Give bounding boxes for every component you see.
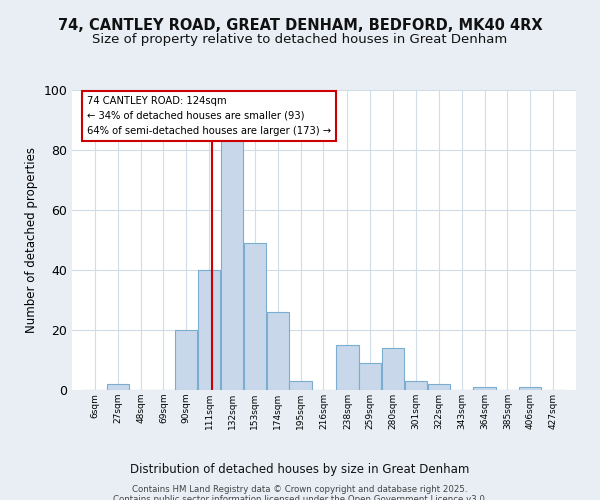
Bar [198, 270, 220, 390]
Bar [382, 348, 404, 390]
Bar [107, 384, 129, 390]
Bar [244, 243, 266, 390]
Text: Contains HM Land Registry data © Crown copyright and database right 2025.: Contains HM Land Registry data © Crown c… [132, 485, 468, 494]
Bar [359, 363, 382, 390]
Bar [519, 387, 541, 390]
Bar [473, 387, 496, 390]
Y-axis label: Number of detached properties: Number of detached properties [25, 147, 38, 333]
Bar [266, 312, 289, 390]
Text: Contains public sector information licensed under the Open Government Licence v3: Contains public sector information licen… [113, 495, 487, 500]
Text: Size of property relative to detached houses in Great Denham: Size of property relative to detached ho… [92, 32, 508, 46]
Bar [221, 138, 243, 390]
Text: 74, CANTLEY ROAD, GREAT DENHAM, BEDFORD, MK40 4RX: 74, CANTLEY ROAD, GREAT DENHAM, BEDFORD,… [58, 18, 542, 32]
Bar [289, 381, 312, 390]
Bar [336, 345, 359, 390]
Text: 74 CANTLEY ROAD: 124sqm
← 34% of detached houses are smaller (93)
64% of semi-de: 74 CANTLEY ROAD: 124sqm ← 34% of detache… [87, 96, 331, 136]
Bar [428, 384, 450, 390]
Bar [405, 381, 427, 390]
Text: Distribution of detached houses by size in Great Denham: Distribution of detached houses by size … [130, 462, 470, 475]
Bar [175, 330, 197, 390]
